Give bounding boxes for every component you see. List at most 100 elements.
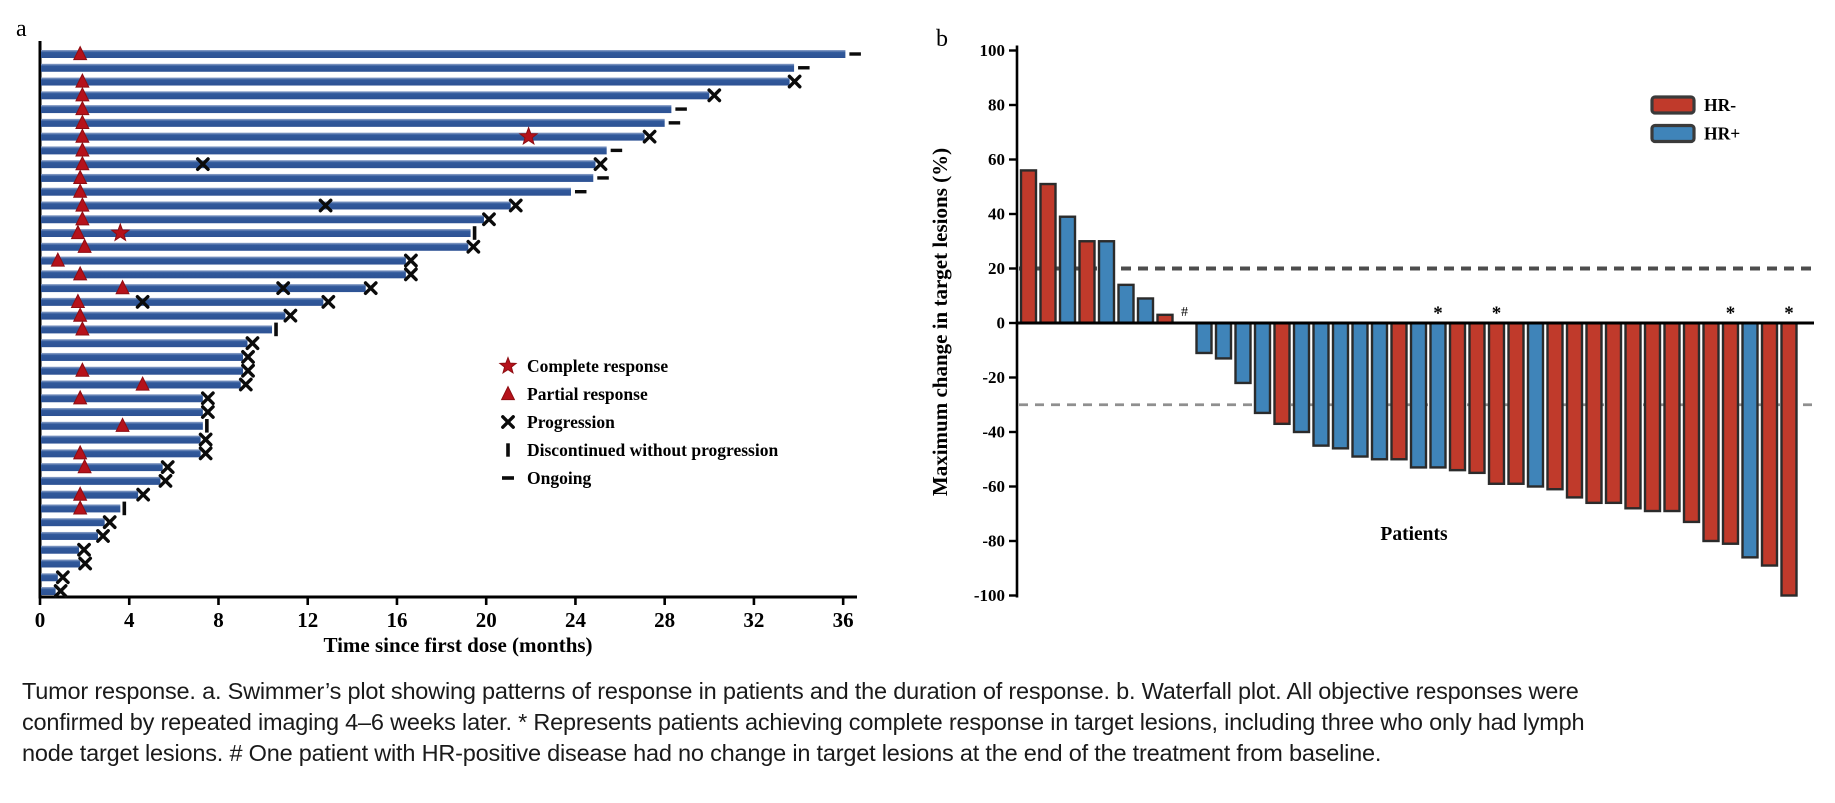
swimmer-bar (41, 435, 201, 444)
b-legend-label: HR- (1704, 95, 1736, 115)
waterfall-bar (1253, 321, 1272, 415)
progression-x-marker (77, 542, 91, 557)
partial-response-triangle (75, 362, 90, 377)
figure-caption: Tumor response. a. Swimmer’s plot showin… (22, 676, 1827, 769)
swimmer-bar (41, 587, 56, 596)
a-x-tick-label: 8 (213, 608, 224, 632)
swimmer-bar (41, 545, 80, 554)
swimmer-bar (41, 490, 139, 499)
progression-x-marker (283, 308, 298, 323)
b-y-tick-label: -40 (982, 423, 1005, 442)
partial-response-triangle (135, 375, 150, 391)
b-x-axis-title: Patients (1380, 524, 1448, 545)
waterfall-bar (1565, 321, 1584, 499)
progression-x-marker (135, 294, 150, 309)
swimmer-bar (41, 476, 161, 485)
a-x-tick-label: 20 (476, 608, 497, 632)
partial-response-triangle (72, 183, 88, 198)
swimmer-bar (41, 256, 406, 265)
complete-response-star (110, 222, 131, 242)
progression-x-marker (466, 239, 481, 254)
partial-response-triangle (72, 45, 88, 61)
waterfall-bar (1195, 321, 1213, 355)
waterfall-bar (1351, 321, 1369, 458)
a-x-tick-label: 24 (565, 608, 587, 632)
ongoing-marker (849, 52, 861, 56)
swimmer-bar (41, 50, 846, 58)
progression-x-marker (200, 391, 215, 406)
swimmer-bar (41, 160, 596, 169)
waterfall-bar (1312, 321, 1330, 447)
partial-response-triangle (77, 238, 92, 253)
partial-response-triangle (115, 417, 130, 432)
swimmer-bar (41, 394, 203, 403)
panel-b-label: b (936, 26, 948, 52)
waterfall-bar (1546, 321, 1564, 491)
complete-response-star (518, 126, 539, 146)
partial-response-triangle (72, 265, 88, 281)
ongoing-marker (668, 121, 681, 125)
partial-response-triangle (50, 252, 66, 267)
b-y-tick-label: -100 (974, 586, 1005, 605)
discontinued-marker (274, 322, 278, 337)
swimmer-bar (41, 463, 163, 472)
partial-response-triangle (70, 293, 86, 308)
complete-response-asterisk-annotation: * (1492, 303, 1502, 324)
caption-line-1: Tumor response. a. Swimmer’s plot showin… (22, 678, 1579, 704)
swimmer-bar (41, 118, 665, 127)
waterfall-bar (1097, 240, 1116, 325)
waterfall-bar (1078, 240, 1096, 325)
a-x-tick-label: 36 (833, 608, 854, 632)
b-legend-label: HR+ (1704, 124, 1740, 144)
a-legend-label: Discontinued without progression (527, 440, 778, 460)
swimmer-bar (41, 559, 81, 568)
waterfall-bar (1780, 321, 1798, 597)
a-x-tick-label: 0 (35, 608, 46, 632)
swimmer-bar (41, 311, 286, 320)
waterfall-bar (1117, 283, 1135, 325)
a-x-tick-label: 28 (654, 608, 675, 632)
waterfall-bar (1663, 321, 1681, 513)
progression-x-marker (508, 198, 523, 213)
b-legend-swatch (1650, 123, 1696, 144)
b-y-tick-label: -20 (982, 368, 1005, 387)
swimmer-bar (41, 366, 244, 375)
progression-x-marker (241, 363, 255, 378)
a-legend-label: Complete response (527, 356, 668, 376)
partial-response-triangle (75, 155, 90, 171)
partial-response-triangle (75, 210, 90, 226)
b-y-tick-label: -60 (982, 477, 1005, 496)
panel-a-label: a (16, 16, 27, 42)
discontinued-marker (122, 501, 127, 516)
waterfall-bar (1136, 297, 1155, 325)
waterfall-bar (1058, 215, 1077, 325)
a-x-tick-label: 16 (386, 608, 407, 632)
complete-response-asterisk-annotation: * (1726, 303, 1736, 324)
swimmer-bar (41, 63, 795, 72)
waterfall-bar (1214, 321, 1233, 360)
progression-x-marker (158, 473, 173, 488)
swimmer-bar (41, 284, 366, 293)
waterfall-bar (1429, 321, 1447, 469)
swimmer-bar (41, 173, 594, 182)
progression-x-marker (707, 88, 722, 103)
ongoing-marker (574, 190, 587, 194)
discontinued-marker (205, 418, 209, 433)
waterfall-bar (1370, 321, 1389, 461)
progression-x-marker (136, 487, 151, 502)
swimmer-bar (41, 77, 790, 86)
complete-response-asterisk-annotation: * (1433, 303, 1443, 324)
waterfall-bar (1331, 321, 1350, 450)
b-y-axis-title: Maximum change in target lesions (%) (928, 148, 952, 496)
partial-response-triangle (72, 499, 88, 515)
waterfall-bar (1526, 321, 1545, 488)
legend-x-icon (501, 415, 515, 429)
waterfall-bar (1234, 321, 1252, 385)
progression-x-marker (276, 281, 291, 295)
waterfall-bar (1721, 321, 1740, 545)
progression-x-marker (78, 556, 93, 571)
b-legend-swatch (1650, 95, 1696, 115)
a-x-axis-title: Time since first dose (months) (323, 633, 592, 657)
swimmer-bar (41, 91, 710, 100)
